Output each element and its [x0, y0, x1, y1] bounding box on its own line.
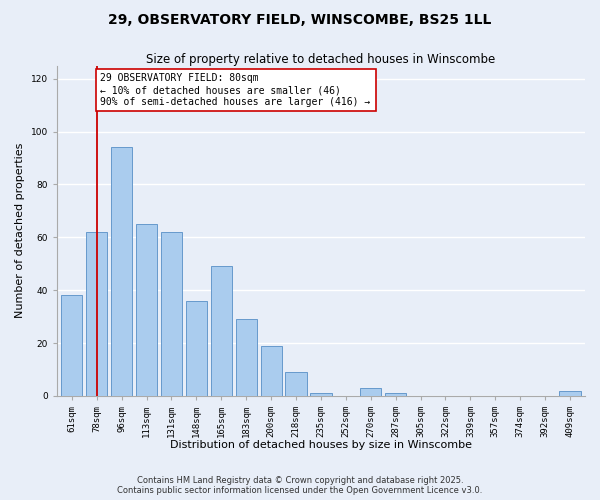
Bar — [360, 388, 382, 396]
Bar — [61, 296, 82, 396]
Bar — [260, 346, 281, 396]
Bar — [286, 372, 307, 396]
Bar — [559, 390, 581, 396]
Bar — [186, 301, 207, 396]
Text: Contains HM Land Registry data © Crown copyright and database right 2025.
Contai: Contains HM Land Registry data © Crown c… — [118, 476, 482, 495]
Bar — [385, 394, 406, 396]
Bar — [111, 148, 132, 396]
Title: Size of property relative to detached houses in Winscombe: Size of property relative to detached ho… — [146, 52, 496, 66]
Bar — [310, 394, 332, 396]
Text: 29, OBSERVATORY FIELD, WINSCOMBE, BS25 1LL: 29, OBSERVATORY FIELD, WINSCOMBE, BS25 1… — [109, 12, 491, 26]
Text: 29 OBSERVATORY FIELD: 80sqm
← 10% of detached houses are smaller (46)
90% of sem: 29 OBSERVATORY FIELD: 80sqm ← 10% of det… — [100, 74, 371, 106]
X-axis label: Distribution of detached houses by size in Winscombe: Distribution of detached houses by size … — [170, 440, 472, 450]
Bar — [161, 232, 182, 396]
Bar — [86, 232, 107, 396]
Y-axis label: Number of detached properties: Number of detached properties — [15, 143, 25, 318]
Bar — [236, 320, 257, 396]
Bar — [136, 224, 157, 396]
Bar — [211, 266, 232, 396]
